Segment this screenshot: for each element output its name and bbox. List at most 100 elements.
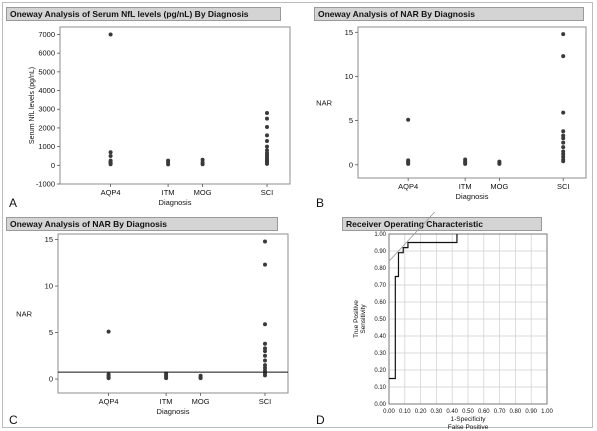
panel-c-xtick-label: MOG <box>192 397 210 406</box>
panel-b-ytick-label: 10 <box>345 72 353 81</box>
panel-b-point-sci <box>561 140 566 145</box>
panel-d-ytick-label: 0.70 <box>374 283 386 289</box>
panel-b-ytick-label: 15 <box>345 28 353 37</box>
panel-a-letter: A <box>9 196 18 210</box>
panel-d-ytick-label: 0.00 <box>374 402 386 408</box>
panel-a-ytick-label: 7000 <box>38 30 55 39</box>
panel-b-point-sci <box>561 32 566 37</box>
panel-d-x-axis-label-1: 1-Specificity <box>450 416 486 423</box>
panel-c-point-sci <box>263 349 267 354</box>
panel-d-xtick-label: 0.80 <box>510 409 522 415</box>
panel-c-ytick-label: 15 <box>45 235 53 244</box>
panel-a-ytick-label: 1000 <box>38 142 55 151</box>
panel-c-point-aqp4 <box>106 376 111 381</box>
panel-c-xtick-label: AQP4 <box>99 397 119 406</box>
panel-d-xtick-label: 0.90 <box>525 409 537 415</box>
panel-a-ytick-label: 0 <box>51 161 55 170</box>
panel-a-point-sci <box>265 116 269 121</box>
panel-b-xtick-label: MOG <box>490 182 508 191</box>
panel-b: Oneway Analysis of NAR By Diagnosis 0 5 10… <box>300 0 597 215</box>
panel-c-point-aqp4 <box>106 329 111 334</box>
panel-c-chart: 0 5 10 15 AQP4 ITM MOG SCI Diagnosis NAR <box>16 233 289 416</box>
panel-c-point-sci <box>263 341 267 346</box>
panel-a-point-mog <box>200 157 205 162</box>
panel-d-roc-curve <box>389 234 458 380</box>
panel-d-letter: D <box>316 413 325 427</box>
panel-a-xtick-label: AQP4 <box>101 188 121 197</box>
panel-c-ytick-label: 10 <box>45 282 53 291</box>
panel-a-ytick-label: 5000 <box>38 67 55 76</box>
panel-a-point-sci <box>265 148 269 153</box>
panel-a-ytick-label: 6000 <box>38 49 55 58</box>
panel-d-xtick-label: 0.70 <box>494 409 506 415</box>
panel-c-point-mog <box>198 376 203 381</box>
panel-c-point-sci <box>263 373 267 378</box>
panel-d-xtick-label: 0.40 <box>446 409 458 415</box>
panel-d-xtick-label: 0.60 <box>478 409 490 415</box>
panel-d-xtick-label: 0.00 <box>383 409 395 415</box>
panel-d-ytick-label: 0.80 <box>374 266 386 272</box>
panel-d-ytick-label: 0.40 <box>374 334 386 340</box>
panel-b-point-sci <box>561 54 566 59</box>
panel-d-ytick-label: 1.00 <box>374 232 386 238</box>
panel-c-ytick-label: 0 <box>49 375 53 384</box>
panel-a-point-aqp4 <box>108 32 113 37</box>
panel-a-point-sci <box>265 124 269 129</box>
panel-c-y-axis-label: NAR <box>16 310 32 319</box>
panel-b-xtick-label: SCI <box>557 182 570 191</box>
panel-b-point-sci <box>561 145 566 150</box>
panel-b-point-sci <box>561 110 566 115</box>
panel-b-point-mog <box>497 161 502 166</box>
panel-d-ytick-label: 0.60 <box>374 300 386 306</box>
panel-d-xtick-label: 1.00 <box>541 409 553 415</box>
panel-b-chart: 0 5 10 15 AQP4 ITM MOG SCI Diagnosis NAR <box>316 26 587 201</box>
panel-c-x-axis-label: Diagnosis <box>157 407 190 416</box>
panel-b-point-aqp4 <box>406 161 411 166</box>
panel-b-xtick-label: AQP4 <box>398 182 418 191</box>
panel-c-plot-frame <box>57 233 289 394</box>
panel-d-chart: 0.000.000.100.100.200.200.300.300.400.40… <box>353 212 553 431</box>
panel-c-point-sci <box>263 346 267 351</box>
panel-d-ytick-label: 0.90 <box>374 249 386 255</box>
panel-a-xtick-label: ITM <box>162 188 175 197</box>
panel-d-plot-frame <box>388 233 548 405</box>
panel-d-xtick-label: 0.50 <box>462 409 474 415</box>
panel-b-plot-frame <box>357 26 587 179</box>
panel-c-letter: C <box>9 413 18 427</box>
panel-a-x-axis-label: Diagnosis <box>159 198 192 207</box>
panel-a-ytick-label: 3000 <box>38 105 55 114</box>
panel-d-y-axis-label-2: Sensitivity <box>360 304 367 334</box>
panel-a-point-itm <box>166 162 171 167</box>
panel-c-xtick-label: ITM <box>160 397 173 406</box>
panel-c-ytick-label: 5 <box>49 328 53 337</box>
panel-d-ytick-label: 0.30 <box>374 351 386 357</box>
panel-c-point-sci <box>263 239 267 244</box>
figure-frame <box>2 2 593 428</box>
panel-d-title: Receiver Operating Characteristic <box>342 217 542 231</box>
panel-b-x-axis-label: Diagnosis <box>456 192 489 201</box>
panel-a-point-aqp4 <box>108 150 113 155</box>
panel-b-point-aqp4 <box>406 117 411 122</box>
panel-b-letter: B <box>316 196 325 210</box>
panel-b-ytick-label: 5 <box>349 116 353 125</box>
panel-c-point-sci <box>263 363 267 368</box>
panel-a-point-sci <box>265 144 269 149</box>
panel-a-plot-frame <box>59 26 291 185</box>
panel-b-point-itm <box>463 161 468 166</box>
panel-d-tangent-line <box>388 212 436 262</box>
panel-d-y-axis-label-1: True Positive <box>353 300 360 338</box>
panel-a-y-axis-label: Serum NfL levels (pg/nL) <box>29 67 36 144</box>
panel-c: Oneway Analysis of NAR By Diagnosis 0 5 10… <box>0 212 300 431</box>
panel-a-ytick-label: 4000 <box>38 86 55 95</box>
panel-d-ytick-label: 0.20 <box>374 368 386 374</box>
panel-c-point-sci <box>263 262 267 267</box>
panel-c-point-sci <box>263 322 267 327</box>
panel-c-point-sci <box>263 358 267 363</box>
panel-a-xtick-label: SCI <box>261 188 274 197</box>
panel-c-point-sci <box>263 353 267 358</box>
panel-c-point-itm <box>164 376 169 381</box>
panel-b-y-axis-label: NAR <box>316 99 332 108</box>
panel-a-point-sci <box>265 133 269 138</box>
panel-b-point-sci <box>561 159 566 164</box>
panel-d-xtick-label: 0.10 <box>399 409 411 415</box>
